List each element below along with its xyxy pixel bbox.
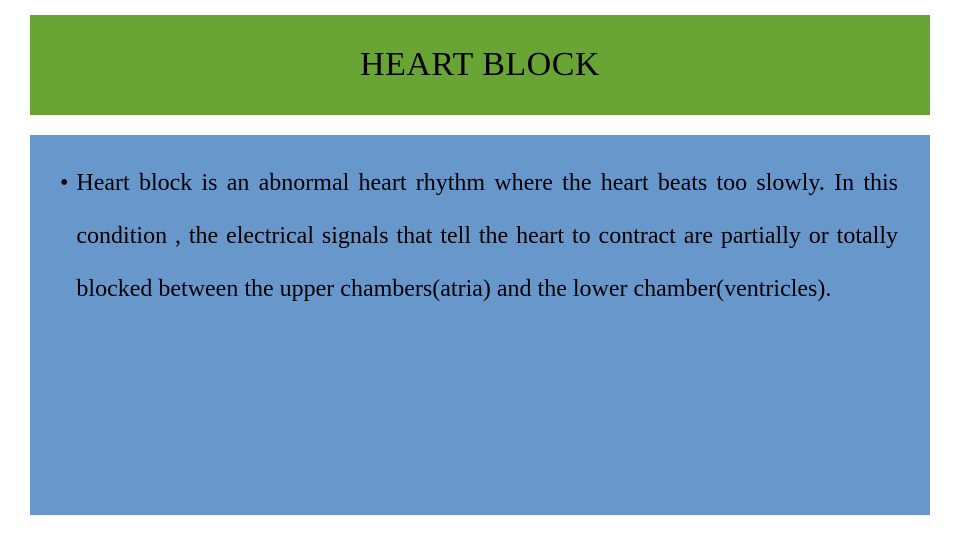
body-band: • Heart block is an abnormal heart rhyth… <box>30 135 930 515</box>
title-band: HEART BLOCK <box>30 15 930 115</box>
bullet-marker: • <box>60 157 76 210</box>
slide-title: HEART BLOCK <box>360 46 600 84</box>
bullet-text: Heart block is an abnormal heart rhythm … <box>76 157 898 315</box>
bullet-item: • Heart block is an abnormal heart rhyth… <box>30 135 930 315</box>
slide: HEART BLOCK • Heart block is an abnormal… <box>0 0 960 540</box>
